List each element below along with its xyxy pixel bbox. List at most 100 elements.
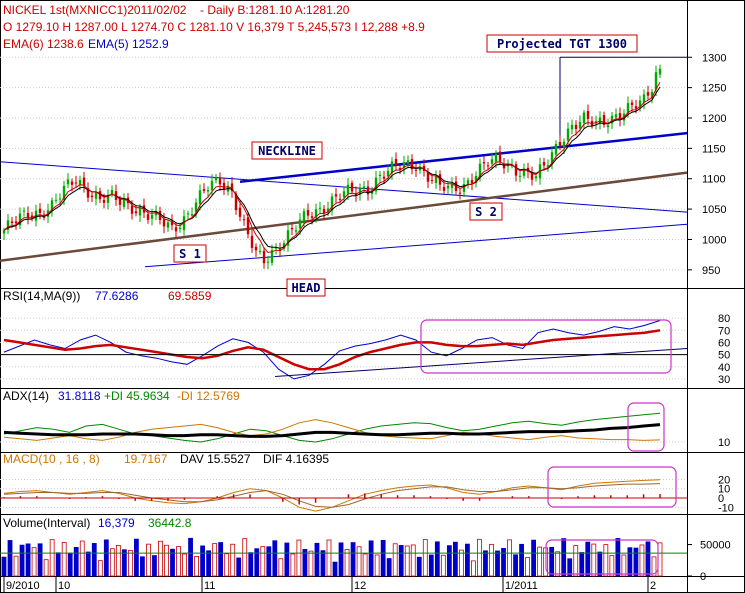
ema5-label: EMA(5) 1252.9 <box>88 37 169 51</box>
chart-annotations: Projected TGT 1300 NECKLINE S 1 S 2 HEAD <box>173 34 638 297</box>
volume-bar <box>639 544 645 577</box>
candle-body <box>210 180 214 191</box>
price-tick-label: 1100 <box>702 174 726 186</box>
price-tick-label: 1200 <box>702 113 726 125</box>
candle-body <box>302 211 306 222</box>
candle-body <box>174 227 178 232</box>
volume-bar <box>254 548 260 577</box>
candle-body <box>78 179 82 186</box>
candle-body <box>542 162 546 166</box>
candle-body <box>570 124 574 130</box>
volume-bar <box>115 544 121 577</box>
candle-body <box>414 169 418 171</box>
candle-body <box>534 176 538 179</box>
candle-body <box>94 192 98 199</box>
macd-tick-label: -10 <box>718 502 734 514</box>
candle-body <box>134 211 138 214</box>
candle-body <box>402 162 406 168</box>
candle-body <box>350 182 354 192</box>
volume-bar <box>79 540 85 577</box>
s2-label-box <box>469 202 503 221</box>
macd-value: 19.7167 <box>124 452 168 466</box>
volume-bar <box>627 547 633 577</box>
candle-body <box>646 92 650 96</box>
volume-bar <box>19 544 25 577</box>
candle-body <box>558 142 562 146</box>
rsi-ma-value: 69.5859 <box>168 289 212 303</box>
candle-body <box>658 68 662 75</box>
candle-body <box>470 180 474 184</box>
candle-body <box>398 167 402 170</box>
volume-bar <box>597 551 603 577</box>
candle-body <box>626 103 630 114</box>
neckline-label: NECKLINE <box>258 144 316 158</box>
volume-bar <box>585 541 591 577</box>
volume-bar <box>242 538 248 577</box>
candle-body <box>166 222 170 228</box>
adx-label: ADX(14) <box>3 389 49 403</box>
volume-bar <box>495 550 500 577</box>
support-trendline <box>144 223 688 268</box>
candle-body <box>106 194 110 203</box>
volume-bar <box>212 543 218 577</box>
candle-body <box>238 207 242 217</box>
candle-body <box>654 72 658 90</box>
s1-label: S 1 <box>179 247 201 261</box>
volume-bar <box>134 538 139 577</box>
volume-bar <box>579 552 585 577</box>
candle-body <box>586 110 590 119</box>
candle-body <box>122 199 126 207</box>
candle-body <box>234 193 238 211</box>
candle-body <box>30 215 34 219</box>
candle-body <box>530 172 534 180</box>
candle-body <box>374 177 378 192</box>
adx-tick-label: 10 <box>718 437 730 449</box>
candle-body <box>498 151 502 162</box>
volume-bar <box>326 539 332 577</box>
candle-body <box>146 214 150 220</box>
volume-bar <box>152 555 157 577</box>
volume-bar <box>97 560 103 577</box>
volume-bar <box>477 538 482 577</box>
x-tick-label: 11 <box>204 580 215 592</box>
candle-body <box>90 195 94 198</box>
candle-body <box>490 159 494 164</box>
volume-bar <box>344 549 350 577</box>
candle-body <box>426 172 430 182</box>
volume-bar <box>410 544 416 577</box>
x-tick-label: 12 <box>354 580 366 592</box>
candle-body <box>38 208 42 213</box>
ohlc-text: O 1279.10 H 1287.00 L 1274.70 C 1281.10 … <box>3 20 425 34</box>
candle-body <box>66 179 70 185</box>
candle-body <box>254 246 258 251</box>
x-tick-label: 10 <box>58 580 70 592</box>
volume-bar <box>158 540 163 577</box>
candle-body <box>638 100 642 108</box>
volume-bar <box>537 546 543 577</box>
volume-bar <box>194 555 199 577</box>
volume-bar <box>236 557 242 577</box>
price-grid <box>0 56 687 271</box>
volume-bar <box>170 548 175 577</box>
candle-body <box>386 170 390 177</box>
volume-bar <box>567 558 573 577</box>
candle-body <box>550 152 554 163</box>
volume-bar <box>489 543 494 577</box>
volume-bar <box>284 542 290 577</box>
candle-body <box>270 250 274 263</box>
x-tick-label: 1/2011 <box>505 580 538 592</box>
rsi-highlight-box <box>420 319 672 374</box>
candle-body <box>554 144 558 155</box>
volume-value: 16,379 <box>98 516 135 530</box>
candle-body <box>322 208 326 214</box>
volume-bar <box>356 546 362 577</box>
volume-bar <box>176 546 181 577</box>
chart-title: NICKEL 1st(MXNICC1)2011/02/02 <box>3 3 187 17</box>
candle-body <box>346 184 350 194</box>
adx-value: 31.8118 <box>58 389 101 403</box>
volume-bar <box>25 543 31 577</box>
candle-body <box>602 115 606 125</box>
candle-body <box>22 210 26 212</box>
